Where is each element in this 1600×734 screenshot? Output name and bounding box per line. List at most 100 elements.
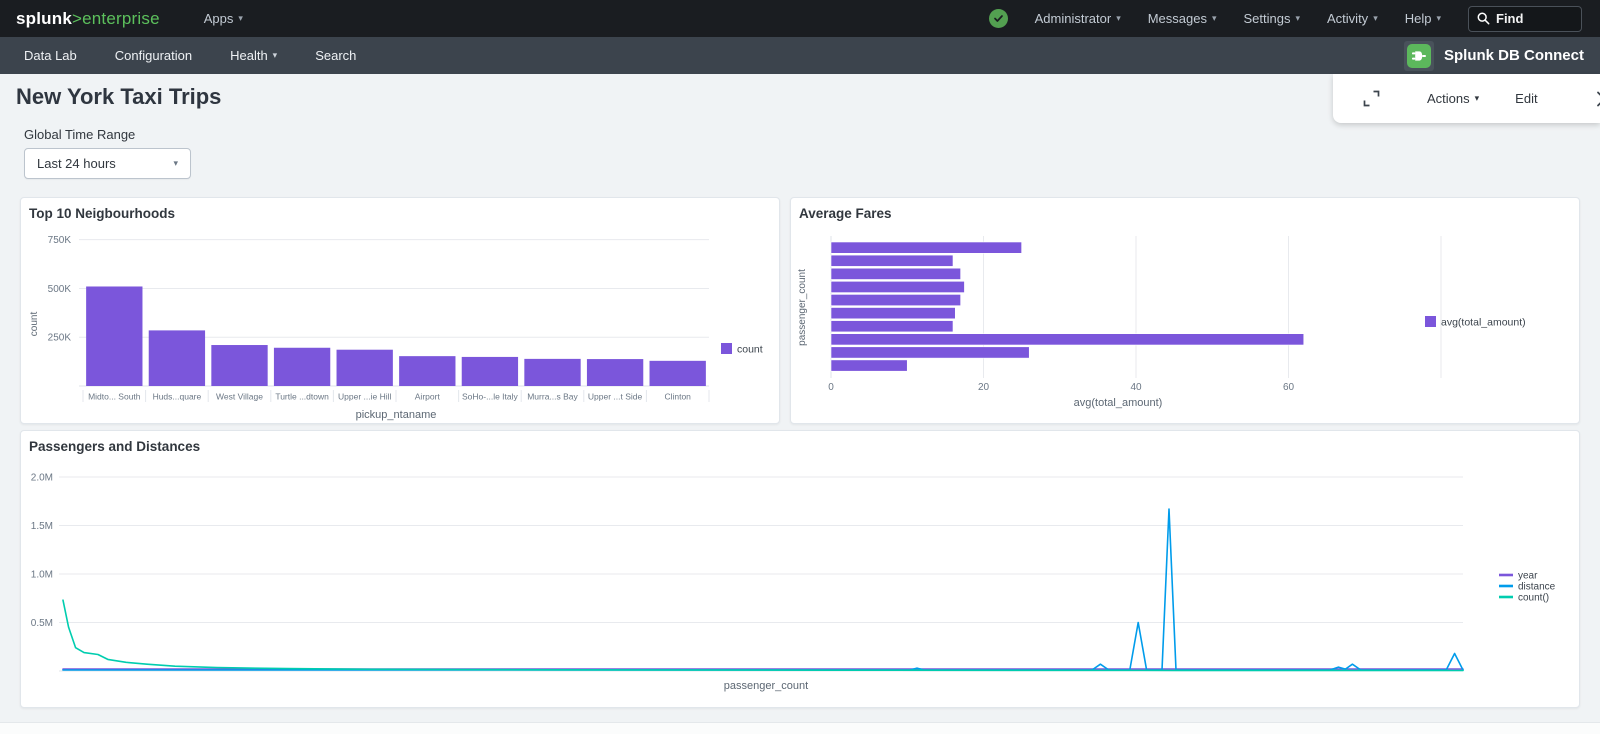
fullscreen-button[interactable]: [1363, 90, 1380, 107]
x-axis-title: avg(total_amount): [1074, 397, 1163, 409]
x-tick-label: Murra...s Bay: [527, 392, 578, 402]
nav-item-search[interactable]: Search: [315, 48, 356, 63]
dashboard-toolbar: Actions ▾ Edit: [1333, 74, 1600, 123]
bar[interactable]: [86, 286, 143, 386]
series-line-distance[interactable]: [62, 508, 1464, 671]
caret-down-icon: ▾: [1211, 13, 1217, 23]
messages-menu[interactable]: Messages ▾: [1148, 11, 1217, 26]
logo-brand: splunk: [16, 8, 72, 28]
x-tick-label: Upper ...t Side: [588, 392, 643, 402]
x-tick-label: 20: [978, 382, 990, 393]
plug-icon: [1411, 50, 1426, 61]
next-button[interactable]: [1596, 91, 1600, 107]
x-tick-label: 0: [828, 382, 834, 393]
actions-button[interactable]: Actions ▾: [1427, 91, 1479, 106]
user-menu[interactable]: Administrator ▾: [1035, 11, 1121, 26]
nav-item-data-lab[interactable]: Data Lab: [24, 48, 77, 63]
bar[interactable]: [830, 307, 956, 320]
bar[interactable]: [830, 346, 1030, 359]
nav-item-label: Configuration: [114, 48, 193, 63]
y-tick-label: 1.5M: [31, 521, 53, 532]
nav-item-label: Health: [230, 48, 268, 63]
edit-button[interactable]: Edit: [1515, 91, 1537, 106]
series-line-count()[interactable]: [62, 599, 1464, 672]
bar[interactable]: [586, 359, 644, 386]
x-tick-label: 40: [1130, 382, 1142, 393]
panel-title: Top 10 Neigbourhoods: [29, 206, 175, 221]
caret-down-icon: ▾: [1474, 93, 1480, 103]
x-tick-label: 60: [1283, 382, 1295, 393]
help-menu-label: Help: [1404, 11, 1432, 26]
app-title: Splunk DB Connect: [1443, 47, 1584, 64]
health-status-icon[interactable]: [988, 9, 1008, 28]
panel-title: Passengers and Distances: [29, 439, 201, 454]
top-nav-bar: splunk>enterprise Apps ▾ Administrator ▾…: [0, 0, 1600, 37]
apps-menu-label: Apps: [203, 11, 234, 26]
x-tick-label: SoHo-...le Italy: [462, 392, 518, 402]
bar[interactable]: [273, 347, 331, 386]
search-icon: [1477, 12, 1490, 25]
caret-down-icon: ▾: [1295, 13, 1301, 23]
fares-bar-chart: 0 20 40 60 avg(total_amount) passenger_count a…: [797, 236, 1526, 409]
help-menu[interactable]: Help ▾: [1405, 11, 1441, 26]
actions-button-label: Actions: [1427, 91, 1470, 106]
topbar-right-group: Administrator ▾ Messages ▾ Settings ▾ Ac…: [988, 5, 1582, 32]
x-tick-label: Airport: [415, 392, 441, 402]
bar[interactable]: [830, 241, 1022, 254]
find-search-box[interactable]: [1468, 5, 1582, 32]
time-range-label: Global Time Range: [24, 127, 136, 142]
app-identity[interactable]: Splunk DB Connect: [1403, 40, 1584, 71]
x-tick-label: Midto... South: [88, 392, 141, 402]
bar[interactable]: [830, 267, 961, 280]
x-axis-title: pickup_ntaname: [356, 409, 437, 421]
bar[interactable]: [830, 320, 954, 333]
chevron-right-icon: [1596, 91, 1600, 106]
bar[interactable]: [336, 349, 393, 386]
caret-down-icon: ▾: [238, 13, 243, 23]
y-tick-label: 750K: [48, 235, 72, 246]
x-tick-label: Upper ...ie Hill: [338, 392, 391, 402]
bar[interactable]: [148, 330, 206, 386]
x-tick-label: Turtle ...dtown: [275, 392, 329, 402]
bar[interactable]: [399, 356, 456, 386]
nav-item-health[interactable]: Health ▾: [230, 48, 277, 63]
panel-average-fares: Average Fares 0 20 40 60 avg(total_amount) pa…: [790, 197, 1580, 424]
nav-item-label: Search: [315, 48, 357, 63]
y-axis-title: count: [29, 312, 40, 337]
find-input[interactable]: [1496, 11, 1566, 26]
app-nav-bar: Data Lab Configuration Health ▾ Search S…: [0, 37, 1600, 74]
edit-button-label: Edit: [1515, 91, 1538, 106]
apps-menu[interactable]: Apps ▾: [204, 11, 243, 26]
time-range-dropdown[interactable]: Last 24 hours ▾: [24, 148, 191, 179]
settings-menu[interactable]: Settings ▾: [1244, 11, 1301, 26]
y-tick-label: 0.5M: [31, 618, 53, 629]
caret-down-icon: ▾: [272, 50, 278, 60]
bar[interactable]: [830, 294, 961, 307]
bar[interactable]: [649, 360, 706, 386]
y-tick-label: 500K: [48, 284, 72, 295]
legend-label: distance: [1518, 582, 1556, 593]
bar[interactable]: [830, 333, 1305, 346]
y-tick-label: 250K: [48, 333, 72, 344]
bar[interactable]: [830, 280, 965, 293]
caret-down-icon: ▾: [173, 158, 178, 168]
time-range-value: Last 24 hours: [37, 156, 116, 171]
legend-label: year: [1518, 571, 1538, 582]
panel-passengers-distances: Passengers and Distances 0.5M 1.0M 1.5M 2.0…: [20, 430, 1580, 708]
bar[interactable]: [830, 254, 954, 267]
nav-item-configuration[interactable]: Configuration: [115, 48, 192, 63]
x-axis-title: passenger_count: [724, 680, 808, 692]
x-tick-label: Huds...quare: [153, 392, 202, 402]
splunk-logo[interactable]: splunk>enterprise: [16, 9, 160, 29]
user-menu-label: Administrator: [1034, 11, 1112, 26]
y-tick-label: 1.0M: [31, 570, 53, 581]
legend-label: avg(total_amount): [1441, 317, 1526, 329]
bar[interactable]: [461, 356, 519, 386]
bar[interactable]: [211, 345, 268, 386]
bar[interactable]: [524, 358, 581, 386]
activity-menu[interactable]: Activity ▾: [1327, 11, 1378, 26]
bar[interactable]: [830, 359, 908, 372]
legend-label: count: [737, 344, 763, 356]
nav-item-label: Data Lab: [24, 48, 77, 63]
